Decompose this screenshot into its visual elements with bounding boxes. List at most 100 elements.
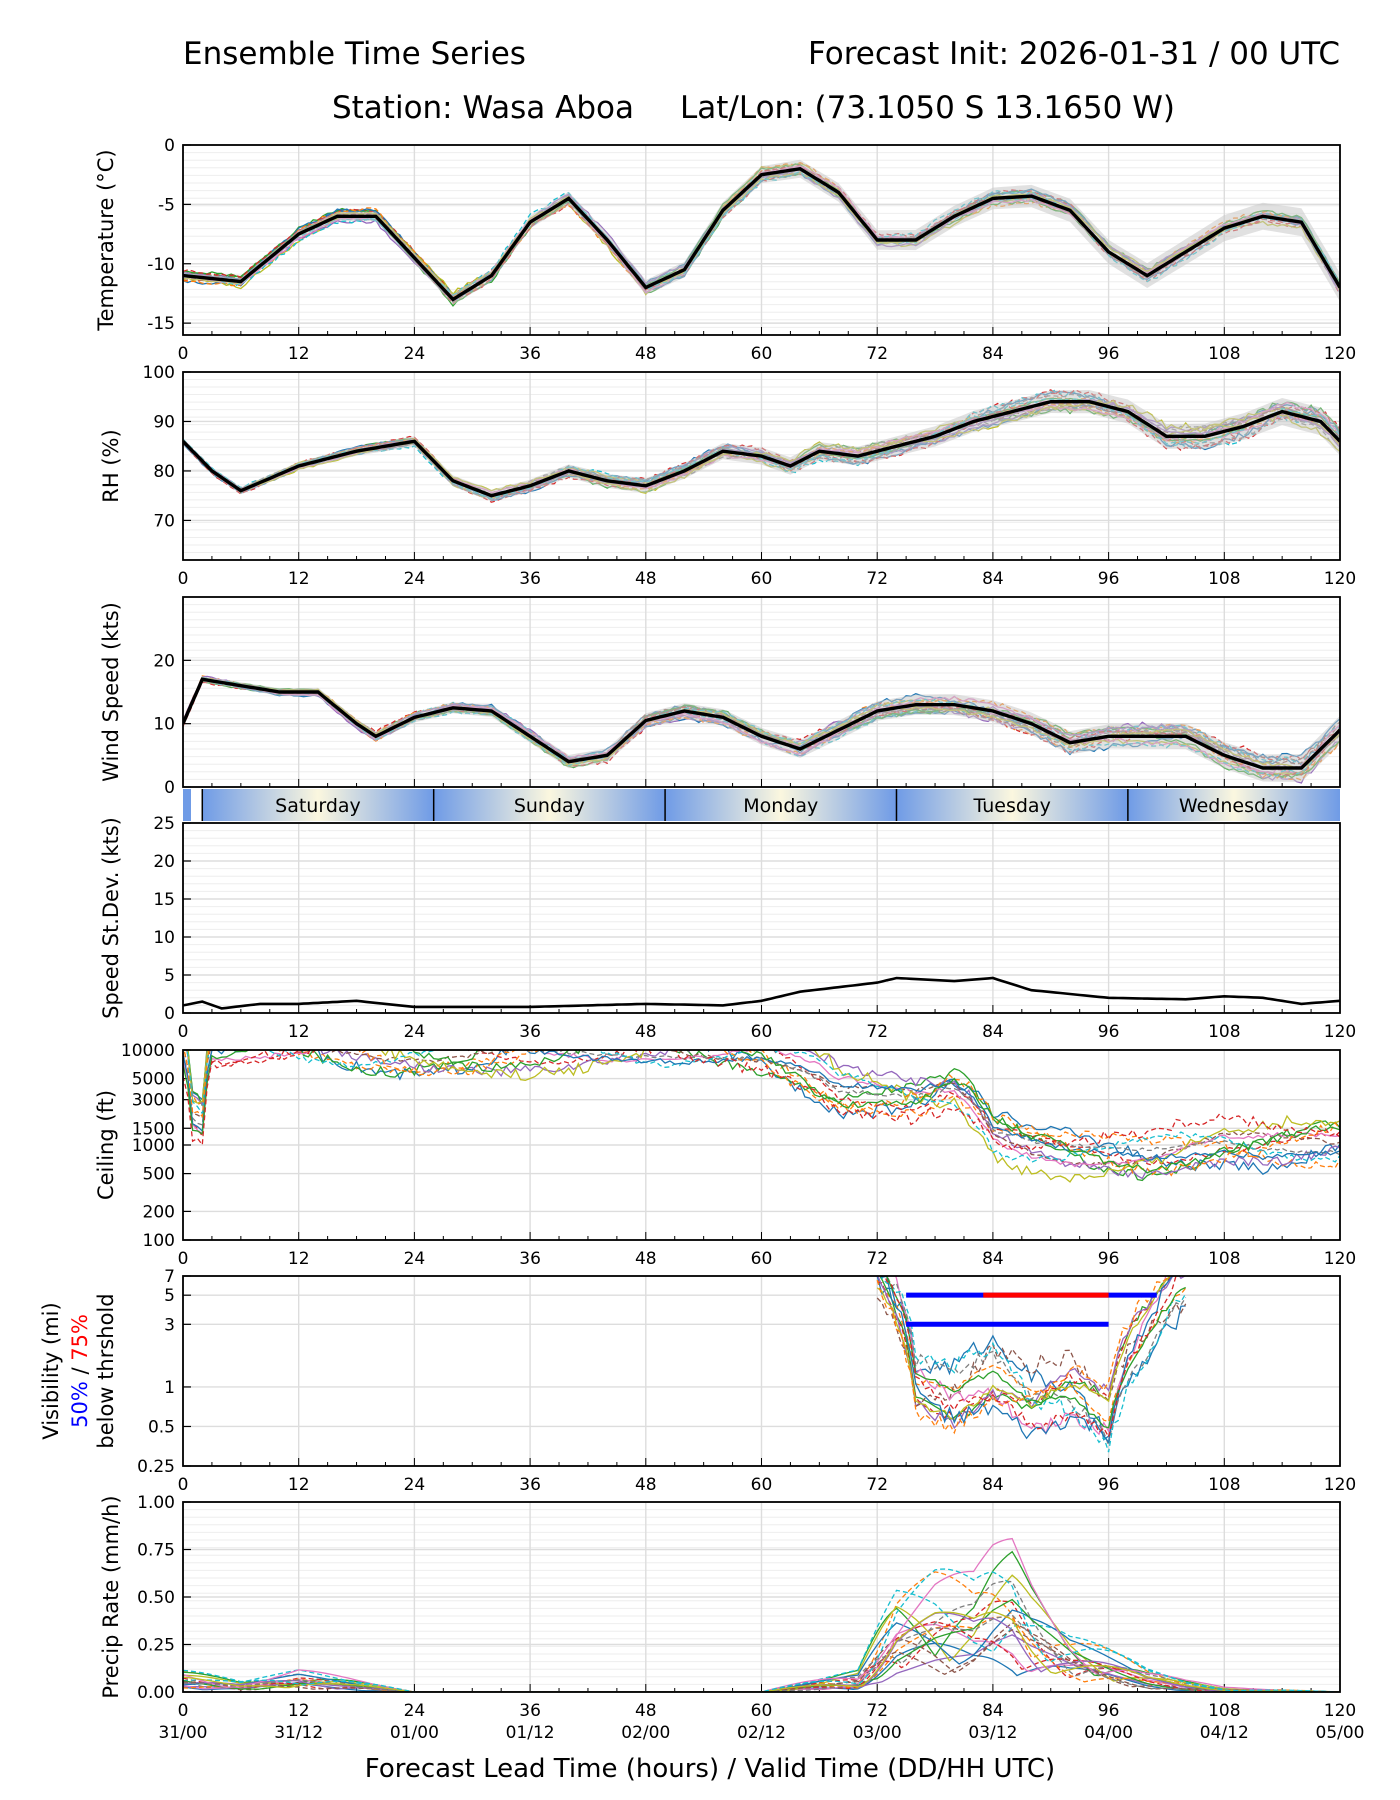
y-tick-label: 0.25: [137, 1636, 175, 1656]
member-line: [183, 1568, 1340, 1692]
x-tick-label: 36: [519, 1701, 541, 1721]
y-tick-label: 25: [153, 814, 175, 834]
y-tick-label: 500: [143, 1165, 175, 1185]
member-line: [183, 1050, 1340, 1156]
panel-precip_rate: 1.00 0.75 0.50 0.25 0.000 12 24 36 48 60 72 84 96 108…: [99, 1493, 1365, 1743]
panel-temperature: 0-5-10-150 12 24 36 48 60 72 84 96 108 120Temperat…: [94, 136, 1356, 364]
panel-visibility: 75 3 1 0.5 0.250 12 24 36 48 60 72 84 96 108 120 Visibi…: [39, 1267, 1356, 1495]
member-line: [884, 1276, 1178, 1439]
x-tick-label: 60: [751, 344, 773, 364]
x-tick-label: 0: [178, 1022, 189, 1042]
x-tick-label: 12: [288, 1475, 310, 1495]
x-tick-label: 108: [1208, 1249, 1240, 1269]
panels: 0-5-10-150 12 24 36 48 60 72 84 96 108 120Temperat…: [39, 136, 1365, 1743]
day-label: Saturday: [275, 795, 361, 817]
x-tick-label: 48: [635, 1249, 657, 1269]
y-tick-label: 20: [153, 651, 175, 671]
x-tick-label: 24: [404, 1475, 426, 1495]
member-line: [876, 1276, 1169, 1435]
x-tick-label: 120: [1324, 569, 1356, 589]
member-lines: [183, 976, 1340, 1010]
member-line: [876, 1297, 1187, 1408]
x-tick-label: 60: [751, 569, 773, 589]
x-valid-tick-label: 01/12: [506, 1723, 555, 1743]
latlon-label: Lat/Lon: (73.1050 S 13.1650 W): [680, 90, 1175, 126]
y-axis-label: Precip Rate (mm/h): [99, 1495, 123, 1698]
member-line: [183, 1050, 1340, 1177]
label-75: 75%: [68, 1314, 92, 1361]
x-valid-tick-label: 01/00: [390, 1723, 439, 1743]
x-valid-tick-label: 04/12: [1200, 1723, 1249, 1743]
x-tick-label: 24: [404, 1701, 426, 1721]
title-right: Forecast Init: 2026-01-31 / 00 UTC: [808, 36, 1340, 72]
y-tick-label: 0: [164, 778, 175, 798]
y-tick-label: -15: [147, 314, 175, 334]
x-tick-label: 120: [1324, 1475, 1356, 1495]
x-tick-label: 0: [178, 1475, 189, 1495]
x-tick-label: 60: [751, 1249, 773, 1269]
x-tick-label: 48: [635, 1701, 657, 1721]
y-tick-label: 90: [153, 412, 175, 432]
y-tick-label: 1.00: [137, 1493, 175, 1513]
y-tick-label: 0: [164, 136, 175, 156]
x-valid-tick-label: 03/00: [853, 1723, 902, 1743]
x-tick-label: 48: [635, 1022, 657, 1042]
x-tick-label: 12: [288, 344, 310, 364]
y-axis-label-percentiles: 50% / 75%: [68, 1314, 92, 1428]
panel-frame: [182, 371, 1341, 561]
day-segment: [433, 789, 666, 821]
x-tick-label: 72: [866, 1701, 888, 1721]
day-label: Sunday: [514, 795, 585, 817]
x-valid-tick-label: 03/12: [968, 1723, 1017, 1743]
y-tick-label: 80: [153, 462, 175, 482]
x-tick-label: 24: [404, 1249, 426, 1269]
x-tick-label: 12: [288, 569, 310, 589]
y-tick-label: 0.75: [137, 1541, 175, 1561]
y-axis-label: Visibility (mi): [39, 1302, 63, 1439]
member-line: [183, 1574, 1340, 1692]
y-tick-label: 100: [143, 1231, 175, 1251]
y-tick-label: 0.5: [148, 1417, 175, 1437]
x-tick-label: 108: [1208, 1701, 1240, 1721]
day-segment: [202, 789, 434, 821]
x-tick-label: 36: [519, 344, 541, 364]
y-tick-label: 10: [153, 928, 175, 948]
x-tick-label: 0: [178, 569, 189, 589]
day-segment: [665, 789, 897, 821]
day-label: Tuesday: [973, 795, 1051, 817]
x-tick-label: 24: [404, 344, 426, 364]
member-line: [876, 1276, 1171, 1421]
y-tick-label: 7: [164, 1267, 175, 1287]
x-tick-label: 72: [866, 1249, 888, 1269]
y-tick-label: 10000: [121, 1041, 175, 1061]
x-tick-label: 120: [1324, 1249, 1356, 1269]
y-tick-label: 20: [153, 852, 175, 872]
y-tick-label: 100: [143, 363, 175, 383]
day-label: Wednesday: [1179, 795, 1289, 817]
member-lines: [183, 389, 1340, 503]
x-tick-label: 36: [519, 569, 541, 589]
y-tick-label: 5000: [132, 1070, 175, 1090]
panel-frame: [182, 822, 1341, 1014]
x-tick-label: 96: [1098, 344, 1120, 364]
y-tick-label: 5: [164, 1286, 175, 1306]
y-tick-label: 200: [143, 1202, 175, 1222]
x-tick-label: 84: [982, 1475, 1004, 1495]
x-tick-label: 120: [1324, 344, 1356, 364]
x-tick-label: 72: [866, 344, 888, 364]
panel-frame: [182, 596, 1341, 788]
day-band: Saturday Sunday Monday Tuesday Wednesday: [183, 789, 1340, 821]
x-tick-label: 72: [866, 1475, 888, 1495]
x-valid-tick-label: 31/12: [274, 1723, 323, 1743]
x-axis-label: Forecast Lead Time (hours) / Valid Time …: [365, 1754, 1055, 1784]
y-tick-label: 1: [164, 1378, 175, 1398]
y-tick-label: 1500: [132, 1119, 175, 1139]
x-tick-label: 24: [404, 569, 426, 589]
x-tick-label: 108: [1208, 1475, 1240, 1495]
y-axis-label: Speed St.Dev. (kts): [99, 817, 123, 1019]
y-tick-label: 0.00: [137, 1683, 175, 1703]
x-tick-label: 36: [519, 1475, 541, 1495]
mean-line: [183, 167, 1340, 302]
x-tick-label: 12: [288, 1701, 310, 1721]
x-valid-tick-label: 05/00: [1316, 1723, 1365, 1743]
